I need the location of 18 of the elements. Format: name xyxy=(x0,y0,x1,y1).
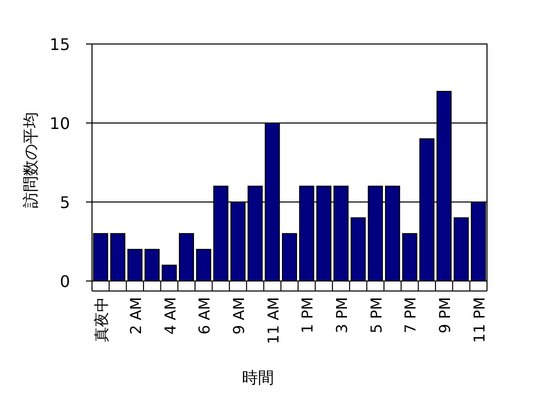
x-tick-label: 2 AM xyxy=(126,297,145,335)
x-axis-title: 時間 xyxy=(242,368,274,387)
x-tick-label: 9 AM xyxy=(230,297,248,335)
y-tick-label: 5 xyxy=(60,193,70,212)
x-tick-label: 4 AM xyxy=(161,297,180,335)
x-tick-label: 9 PM xyxy=(436,297,454,334)
x-tick-label: 11 AM xyxy=(264,297,282,344)
x-tick-label: 1 PM xyxy=(298,297,317,334)
y-axis-title: 訪問数の平均 xyxy=(21,112,40,208)
x-tick-label: 3 PM xyxy=(333,297,352,334)
x-tick-label: 11 PM xyxy=(470,297,488,343)
y-tick-label: 15 xyxy=(50,35,70,54)
x-tick-label: 5 PM xyxy=(367,297,386,334)
x-tick-label: 6 AM xyxy=(196,297,214,335)
y-tick-label: 0 xyxy=(60,272,70,291)
x-tick-label: 7 PM xyxy=(402,297,420,334)
y-tick-label: 10 xyxy=(50,114,70,133)
x-tick-label: 真夜中 xyxy=(92,297,111,342)
